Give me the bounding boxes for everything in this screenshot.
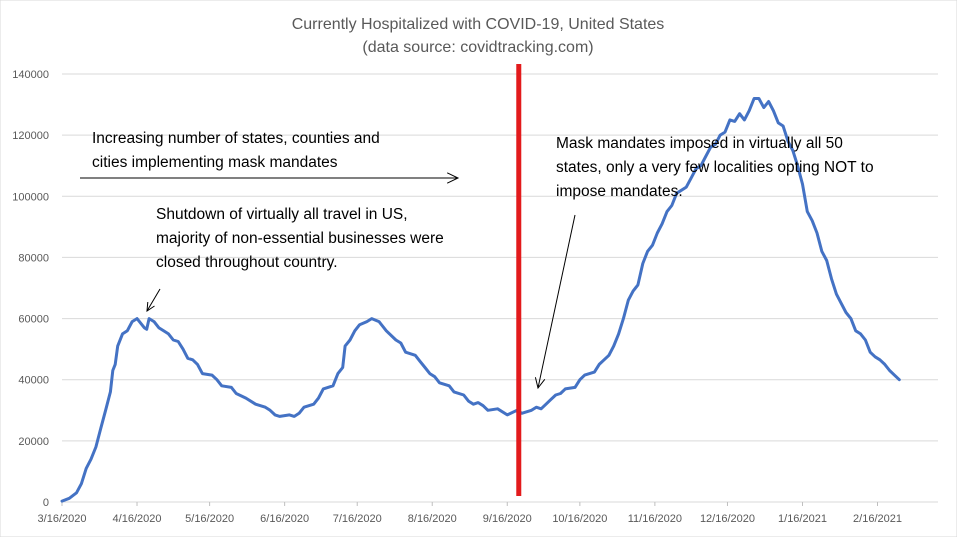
arrow-mask-all	[537, 214, 576, 389]
annotation-line: Shutdown of virtually all travel in US,	[156, 206, 408, 223]
annotation-line: cities implementing mask mandates	[92, 154, 338, 171]
annotation-line: closed throughout country.	[156, 254, 338, 271]
x-tick-label: 2/16/2021	[853, 513, 902, 525]
y-tick-label: 140000	[12, 69, 49, 81]
x-tick-label: 8/16/2020	[408, 513, 457, 525]
x-tick-label: 6/16/2020	[260, 513, 309, 525]
y-tick-label: 60000	[18, 314, 49, 326]
x-tick-label: 4/16/2020	[113, 513, 162, 525]
x-tick-label: 10/16/2020	[552, 513, 607, 525]
arrow-mask-all-head	[534, 377, 546, 390]
x-tick-label: 3/16/2020	[38, 513, 87, 525]
y-tick-label: 0	[43, 497, 49, 509]
x-tick-label: 9/16/2020	[483, 513, 532, 525]
chart-title: Currently Hospitalized with COVID-19, Un…	[292, 16, 665, 33]
y-tick-label: 100000	[12, 191, 49, 203]
annotation-line: majority of non-essential businesses wer…	[156, 230, 444, 247]
arrow-shutdown	[146, 288, 161, 312]
x-tick-label: 5/16/2020	[185, 513, 234, 525]
arrow-shutdown-head	[146, 301, 155, 312]
annotation-line: impose mandates.	[556, 183, 683, 200]
x-tick-label: 12/16/2020	[700, 513, 755, 525]
x-tick-label: 7/16/2020	[333, 513, 382, 525]
x-tick-label: 1/16/2021	[778, 513, 827, 525]
y-tick-label: 80000	[18, 252, 49, 264]
y-tick-label: 20000	[18, 436, 49, 448]
x-tick-label: 11/16/2020	[628, 513, 682, 525]
annotation-mask-increase: Increasing number of states, counties an…	[92, 130, 380, 171]
series-line-hospitalized	[60, 97, 901, 503]
chart-subtitle: (data source: covidtracking.com)	[362, 39, 593, 56]
y-tick-label: 40000	[18, 375, 49, 387]
annotation-shutdown: Shutdown of virtually all travel in US, m…	[156, 206, 444, 271]
annotation-line: Increasing number of states, counties an…	[92, 130, 380, 147]
annotation-line: Mask mandates imposed in virtually all 5…	[556, 135, 843, 152]
arrow-mask-increase-head	[446, 172, 460, 184]
y-tick-label: 120000	[12, 130, 49, 142]
annotation-mask-all: Mask mandates imposed in virtually all 5…	[556, 135, 874, 200]
annotation-line: states, only a very few localities optin…	[556, 159, 874, 176]
